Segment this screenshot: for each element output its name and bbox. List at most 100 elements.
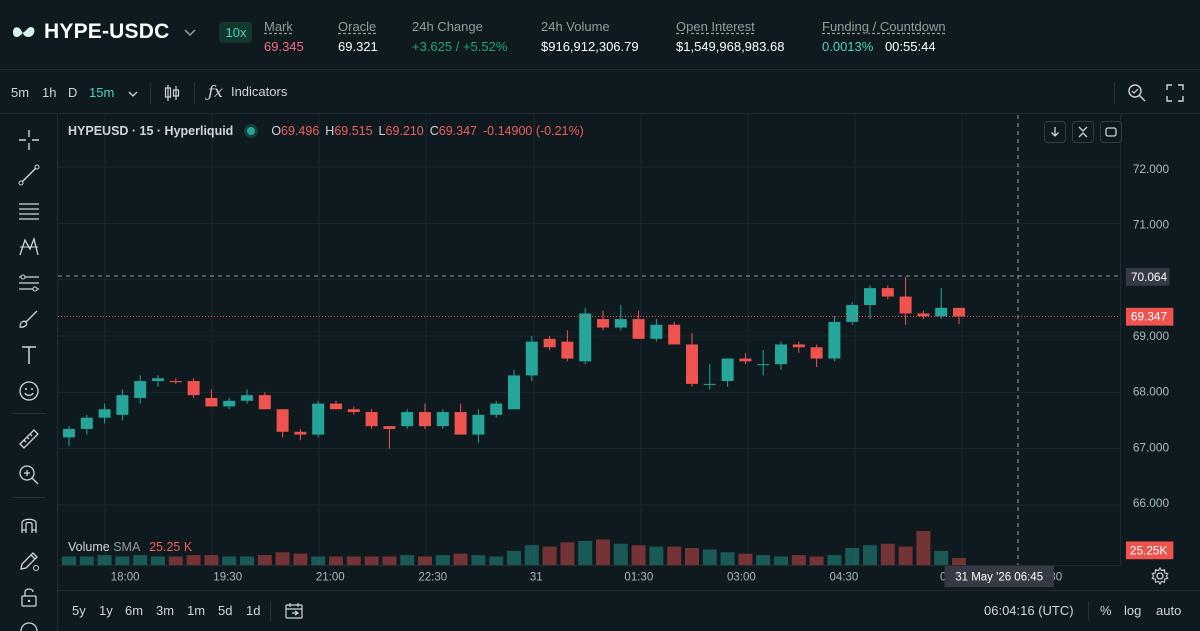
auto-toggle[interactable]: auto (1156, 603, 1182, 618)
volume-bar (596, 539, 610, 565)
candle-body (668, 324, 681, 345)
crosshair-time-label: 31 May '26 06:45 (955, 571, 1043, 583)
ohlc-legend: HYPEUSD · 15 · Hyperliquid O69.496 H69.5… (68, 124, 584, 138)
range-1m[interactable]: 1m (187, 603, 206, 618)
candle-body (614, 319, 627, 328)
bottom-divider (1088, 601, 1089, 621)
indicators-button[interactable]: ƒx Indicators (208, 82, 287, 101)
stat-funding: Funding / Countdown 0.0013% 00:55:44 (822, 19, 946, 55)
candle-body (703, 383, 716, 385)
volume-bar (702, 549, 717, 565)
volume-bar (275, 552, 290, 565)
volume-bar (809, 556, 824, 565)
price-axis[interactable]: 72.000 71.000 69.000 68.000 67.000 66.000 70.0… (1120, 115, 1200, 565)
price-chart-plot[interactable] (58, 115, 1120, 565)
volume-bar (934, 550, 949, 565)
stat-24h-volume: 24h Volume $916,912,306.79 (541, 19, 639, 55)
interval-5m[interactable]: 5m (11, 85, 30, 100)
range-1d[interactable]: 1d (246, 603, 261, 618)
volume-bar (151, 556, 165, 565)
volume-bar (257, 555, 272, 565)
trend-line-icon[interactable] (17, 163, 41, 187)
maximize-button[interactable] (1100, 121, 1122, 143)
stat-label: 24h Change (412, 19, 483, 34)
candle-body (472, 414, 485, 435)
stat-label: Mark (264, 19, 293, 34)
stat-label: Funding / Countdown (822, 19, 946, 34)
price-tick-label: 66.000 (1133, 496, 1170, 510)
fib-levels-icon[interactable] (17, 271, 41, 295)
collapse-icon (1078, 126, 1088, 138)
candle-body (757, 364, 770, 366)
pair-selector[interactable]: HYPE-USDC 10x (12, 20, 253, 44)
calendar-range-icon[interactable] (284, 601, 304, 621)
time-tick-label: 31 (530, 571, 543, 583)
log-toggle[interactable]: log (1124, 603, 1142, 618)
pattern-icon[interactable] (17, 235, 41, 259)
horizontal-lines-icon[interactable] (17, 199, 41, 223)
time-axis[interactable]: 18:0019:3021:0022:303101:3003:0004:30063… (58, 565, 1120, 589)
volume-bar (738, 553, 753, 565)
candle-body (686, 344, 698, 384)
symbol-label[interactable]: HYPEUSD · 15 · Hyperliquid (68, 124, 234, 138)
volume-legend: Volume SMA 25.25 K (68, 540, 192, 554)
volume-bar (685, 548, 699, 565)
chevron-down-icon[interactable] (127, 88, 139, 100)
brush-icon[interactable] (17, 307, 41, 331)
price-tick-label: 69.000 (1133, 329, 1170, 343)
volume-bar (471, 555, 486, 565)
range-5y[interactable]: 5y (72, 603, 86, 618)
eye-icon[interactable] (17, 617, 41, 631)
volume-bar (240, 556, 254, 565)
range-3m[interactable]: 3m (156, 603, 175, 618)
candle-body (508, 375, 520, 410)
volume-bar (79, 556, 94, 565)
text-icon[interactable] (17, 343, 41, 367)
collapse-button[interactable] (1072, 121, 1094, 143)
stat-24h-change: 24h Change +3.625 / +5.52% (412, 19, 507, 55)
crosshair-icon[interactable] (17, 128, 41, 152)
indicators-label: Indicators (230, 84, 288, 99)
interval-15m[interactable]: 15m (89, 85, 115, 100)
candle-body (241, 395, 253, 401)
volume-bar (293, 553, 308, 565)
volume-bar (542, 546, 557, 565)
candle-body (419, 412, 431, 427)
zoom-in-icon[interactable] (17, 463, 41, 487)
utc-clock[interactable]: 06:04:16 (UTC) (984, 603, 1074, 618)
volume-bar (916, 531, 931, 565)
range-6m[interactable]: 6m (125, 603, 144, 618)
leverage-badge[interactable]: 10x (219, 21, 253, 43)
pencil-lock-icon[interactable] (17, 549, 41, 573)
emoji-icon[interactable] (17, 379, 41, 403)
funding-rate: 0.0013% (822, 39, 874, 54)
volume-bar (845, 548, 860, 565)
range-5d[interactable]: 5d (218, 603, 233, 618)
chevron-down-icon[interactable] (183, 25, 197, 39)
interval-1h[interactable]: 1h (42, 85, 57, 100)
candle-body (187, 381, 200, 396)
candle-body (828, 321, 841, 359)
fullscreen-icon[interactable] (1165, 83, 1185, 103)
volume-bar (649, 546, 664, 565)
stat-oracle: Oracle 69.321 (338, 19, 378, 55)
drawing-tools-rail (0, 115, 58, 631)
range-1y[interactable]: 1y (99, 603, 113, 618)
candle-body (205, 397, 218, 407)
volume-bar (560, 542, 575, 565)
settings-gear-icon[interactable] (1150, 566, 1170, 586)
volume-bar (329, 556, 343, 565)
candle-body (223, 400, 236, 407)
scroll-down-button[interactable] (1044, 121, 1066, 143)
magnet-icon[interactable] (17, 513, 41, 537)
candles-icon[interactable] (162, 83, 182, 103)
ruler-icon[interactable] (17, 427, 41, 451)
candle-body (258, 395, 271, 410)
percent-toggle[interactable]: % (1100, 603, 1112, 618)
quick-search-icon[interactable] (1126, 82, 1148, 104)
crosshair-price-tag (1125, 267, 1170, 286)
time-tick-label: 21:00 (316, 571, 345, 583)
close-label: C (429, 124, 439, 138)
lock-icon[interactable] (17, 585, 41, 609)
interval-d[interactable]: D (68, 85, 78, 100)
